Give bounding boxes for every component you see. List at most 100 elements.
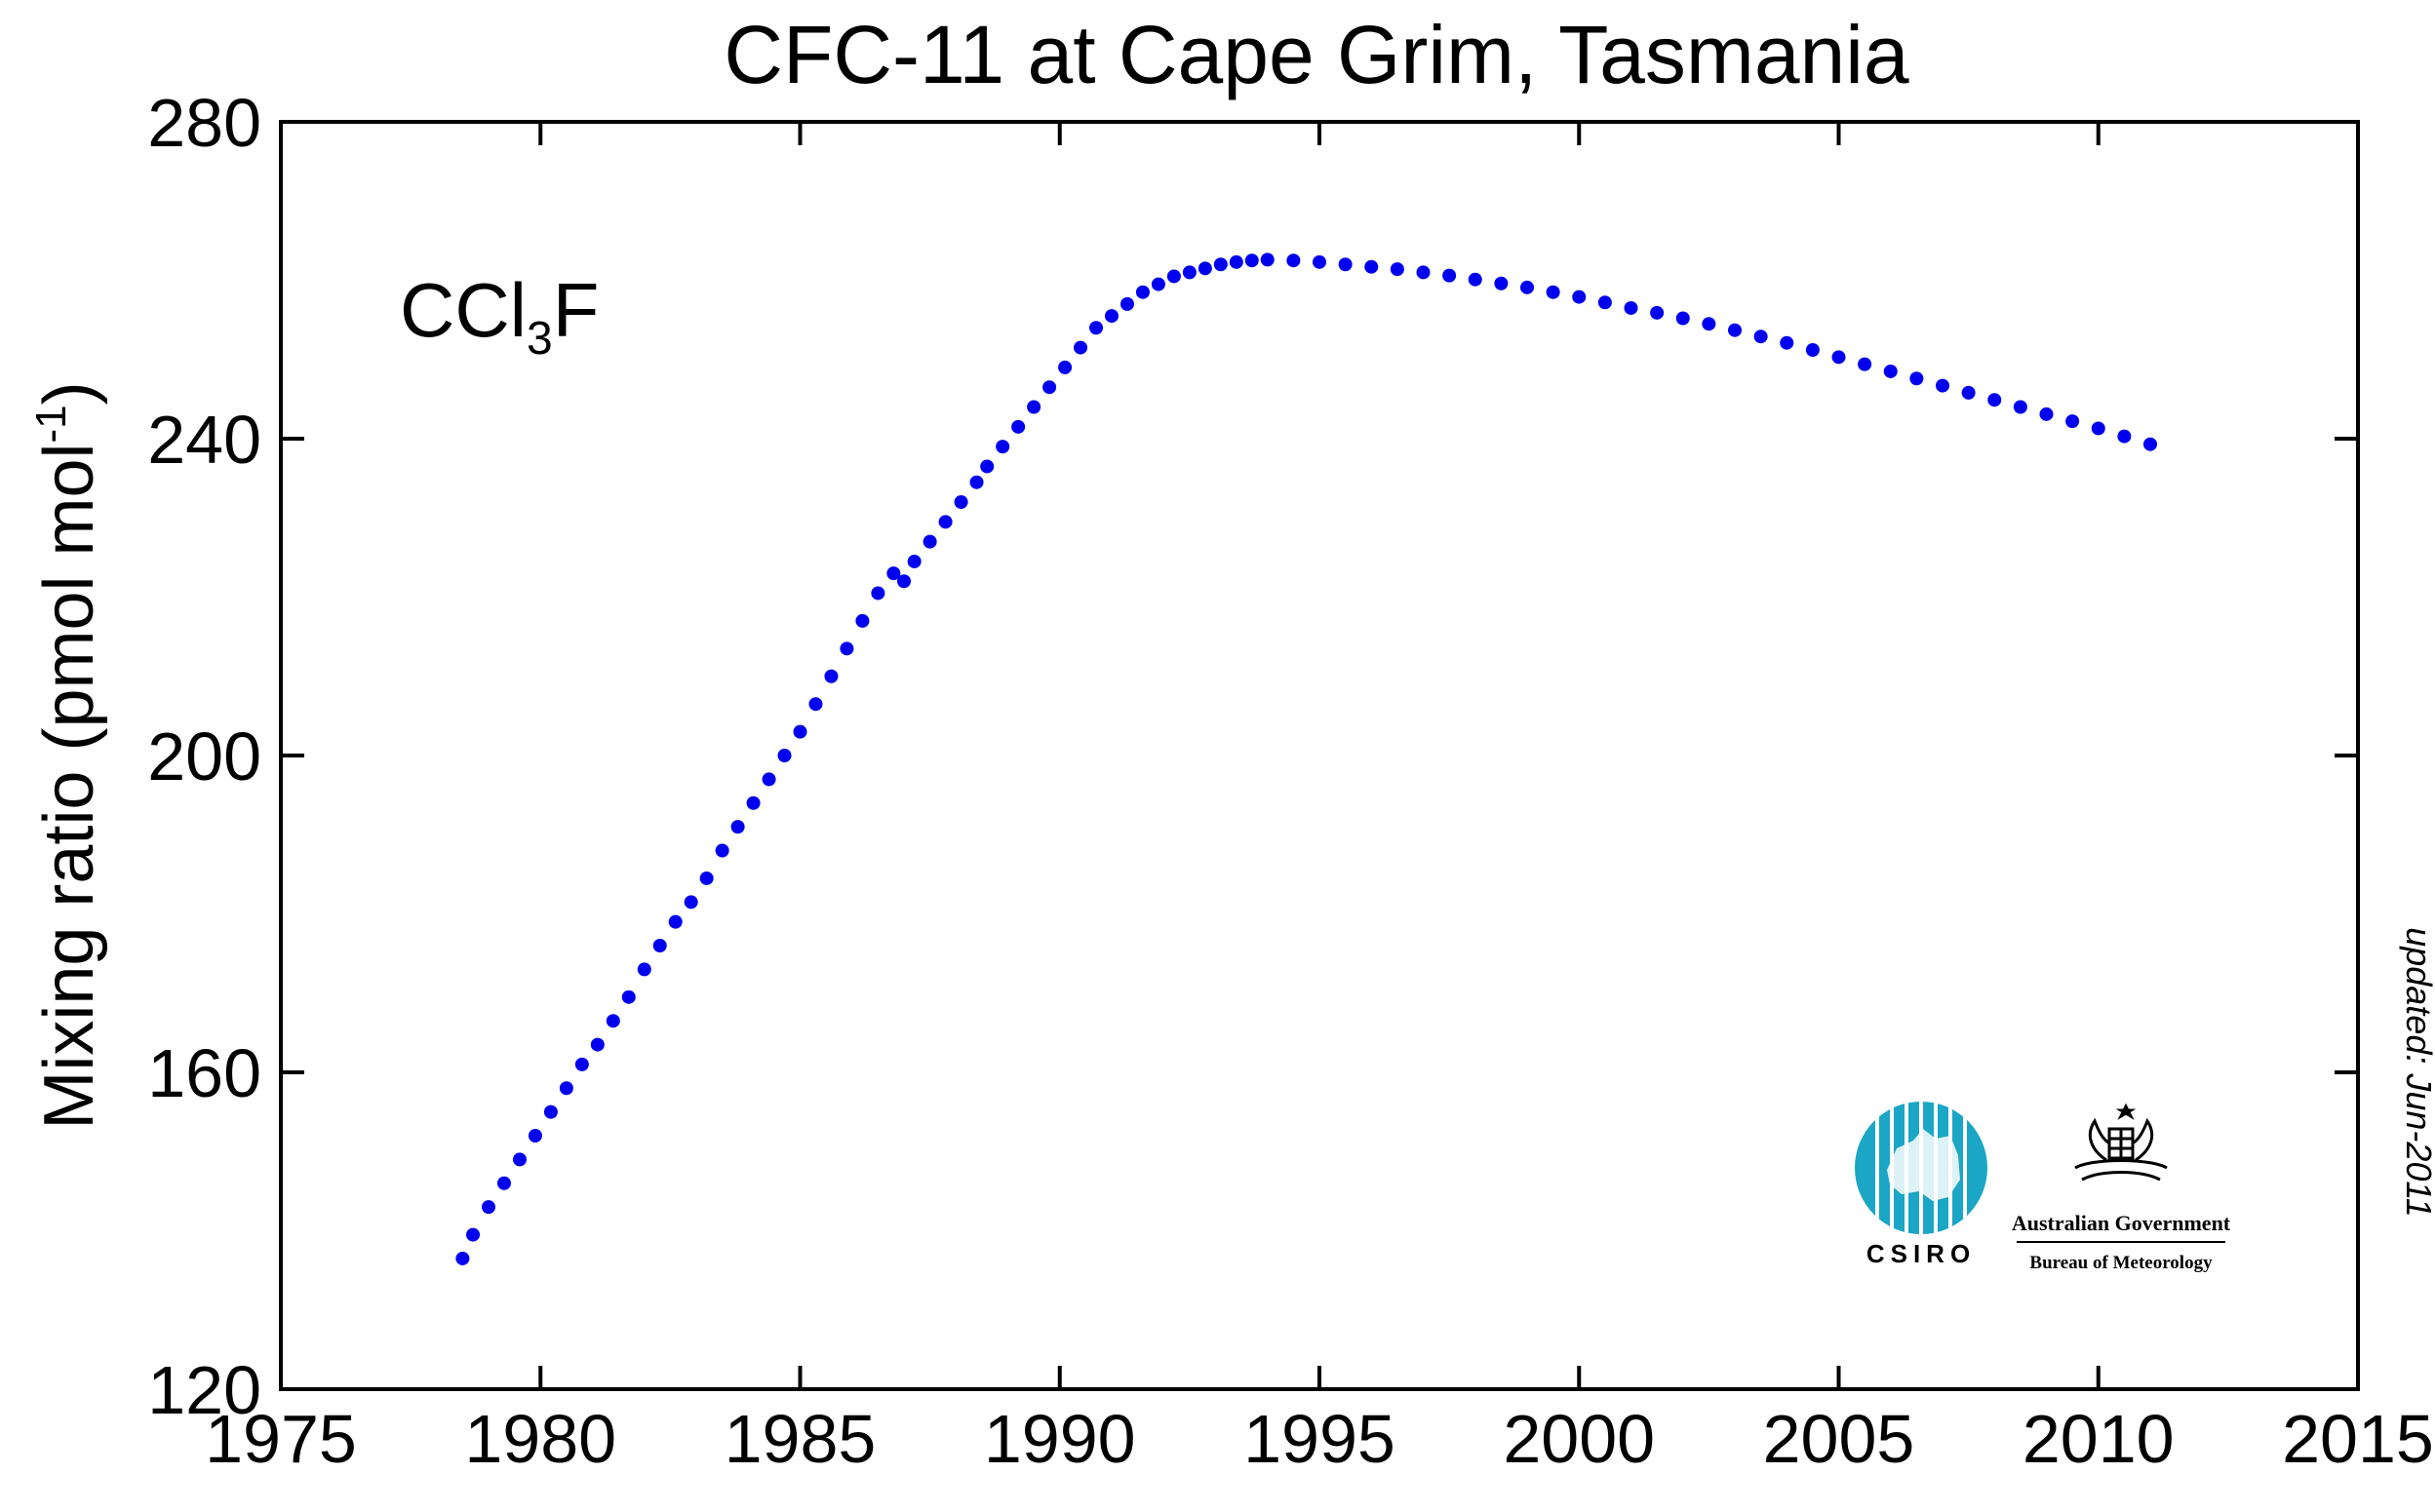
data-point — [1805, 343, 1820, 357]
data-point — [684, 895, 698, 910]
csiro-logo-label: CSIRO — [1866, 1239, 1976, 1268]
data-point — [1260, 252, 1275, 267]
data-point — [2065, 414, 2080, 429]
australia-map-icon — [1887, 1129, 1960, 1201]
data-point — [1442, 268, 1457, 283]
data-point — [1058, 360, 1073, 374]
data-point — [1011, 419, 1026, 434]
data-point — [1166, 269, 1181, 284]
data-point — [528, 1129, 542, 1143]
data-point — [1198, 261, 1212, 276]
data-point — [938, 515, 953, 529]
data-point — [1675, 311, 1690, 326]
data-point — [980, 459, 995, 474]
data-point — [1650, 305, 1665, 320]
data-point — [715, 843, 729, 858]
formula-annotation: CCl3F — [400, 267, 599, 365]
updated-note: updated: Jun-2011 — [2399, 927, 2435, 1218]
data-point — [808, 697, 823, 712]
data-point — [455, 1251, 470, 1265]
data-point — [793, 724, 807, 739]
formula-end: F — [553, 267, 600, 353]
data-point — [886, 566, 901, 581]
data-point — [1244, 253, 1259, 268]
x-tick-label: 2005 — [1763, 1401, 1915, 1477]
data-point — [637, 962, 651, 977]
data-point — [762, 772, 776, 787]
y-axis-label-main: Mixing ratio (pmol mol — [30, 443, 108, 1129]
data-point — [1119, 296, 1134, 311]
data-point — [1074, 340, 1088, 355]
data-point — [1831, 350, 1846, 365]
data-point — [1780, 335, 1794, 350]
data-point — [996, 440, 1010, 454]
data-point — [907, 554, 922, 568]
x-tick-label: 1985 — [725, 1401, 877, 1477]
bom-logo: Australian Government Bureau of Meteorol… — [2012, 1103, 2231, 1273]
data-point — [897, 574, 911, 589]
data-point — [1728, 323, 1742, 337]
y-axis-label: Mixing ratio (pmol mol-1) — [27, 381, 108, 1129]
data-point — [1546, 285, 1560, 299]
x-tick-label: 2010 — [2023, 1401, 2175, 1477]
y-axis: 120 160 200 240 280 — [147, 85, 2358, 1428]
data-point — [2013, 400, 2027, 414]
y-axis-label-close: ) — [30, 381, 108, 405]
y-tick-label: 160 — [147, 1035, 261, 1111]
x-tick-label: 2000 — [1503, 1401, 1655, 1477]
data-point — [2091, 421, 2105, 436]
data-point — [1520, 280, 1534, 294]
data-point — [1105, 309, 1119, 324]
data-point — [1494, 276, 1509, 291]
data-point — [482, 1200, 495, 1215]
formula-subscript: 3 — [527, 313, 553, 365]
bom-logo-line1: Australian Government — [2012, 1211, 2231, 1235]
data-point — [871, 586, 885, 601]
formula-base: CCl — [400, 267, 527, 353]
data-point — [1753, 330, 1768, 344]
data-point — [2143, 437, 2157, 451]
data-point — [559, 1081, 573, 1096]
data-point — [1858, 357, 1872, 371]
data-point — [1151, 277, 1165, 291]
data-point — [1229, 254, 1243, 269]
y-axis-label-superscript: -1 — [27, 405, 75, 443]
data-point — [1213, 257, 1228, 272]
data-point — [621, 989, 636, 1004]
data-point — [1416, 265, 1431, 280]
data-point — [496, 1176, 511, 1190]
data-point — [1572, 290, 1587, 304]
csiro-logo: CSIRO — [1855, 1102, 1987, 1268]
data-point — [1042, 380, 1057, 395]
x-tick-label: 2015 — [2282, 1401, 2434, 1477]
data-point — [746, 795, 761, 810]
data-point — [1089, 321, 1104, 335]
data-point — [668, 914, 683, 929]
data-point — [1027, 400, 1041, 414]
data-point — [824, 669, 839, 683]
coat-of-arms-icon — [2074, 1103, 2168, 1182]
data-point — [1597, 295, 1612, 310]
y-tick-label: 280 — [147, 85, 261, 161]
data-point — [969, 475, 984, 489]
data-point — [1313, 254, 1326, 269]
data-point — [1468, 272, 1482, 287]
data-point — [923, 534, 937, 549]
data-series — [455, 252, 2157, 1265]
bom-logo-line2: Bureau of Meteorology — [2029, 1253, 2213, 1273]
data-point — [1936, 378, 1949, 393]
data-point — [1338, 257, 1353, 272]
data-point — [2039, 407, 2054, 421]
x-tick-label: 1990 — [984, 1401, 1136, 1477]
data-point — [1624, 300, 1638, 315]
data-point — [1702, 317, 1716, 331]
y-tick-label: 120 — [147, 1352, 261, 1428]
x-tick-label: 1995 — [1243, 1401, 1395, 1477]
data-point — [512, 1152, 527, 1167]
data-point — [699, 871, 714, 885]
data-point — [730, 820, 745, 834]
data-point — [954, 495, 968, 509]
x-tick-label: 1980 — [464, 1401, 616, 1477]
data-point — [1909, 371, 1924, 386]
